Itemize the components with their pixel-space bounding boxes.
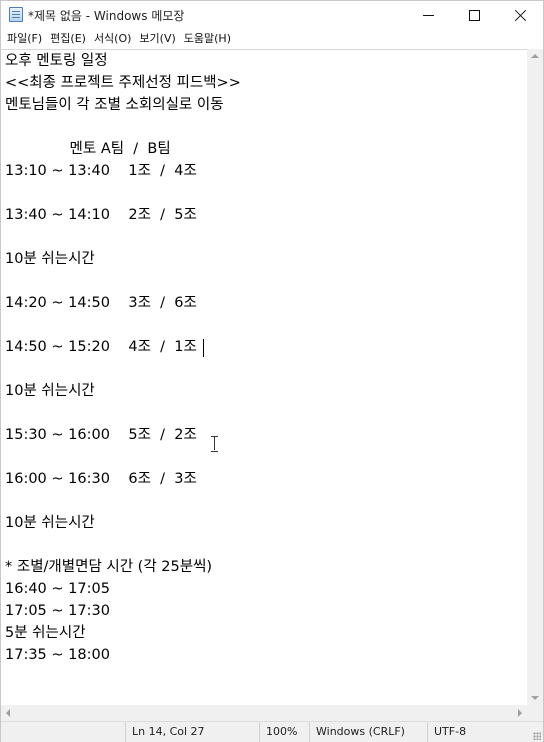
vertical-scrollbar[interactable] [527,49,543,705]
notepad-icon[interactable] [9,7,23,22]
text-line[interactable]: 17:05 ~ 17:30 [5,603,110,619]
text-line[interactable]: 17:35 ~ 18:00 [5,647,110,663]
text-line[interactable]: 5분 쉬는시간 [5,625,86,641]
menu-view[interactable]: 보기(V) [139,32,176,45]
menu-edit[interactable]: 편집(E) [50,32,86,45]
close-button[interactable] [497,1,543,29]
title-bar[interactable]: *제목 없음 - Windows 메모장 [1,1,543,29]
maximize-button[interactable] [451,1,497,29]
text-line[interactable]: <<최종 프로젝트 주제선정 피드백>> [5,75,241,91]
status-encoding: UTF-8 [427,722,543,742]
text-line[interactable]: 16:40 ~ 17:05 [5,581,110,597]
text-line[interactable]: 13:40 ~ 14:10 2조 / 5조 [5,207,197,223]
text-line[interactable]: 10분 쉬는시간 [5,383,95,399]
text-line[interactable]: 10분 쉬는시간 [5,251,95,267]
text-editor[interactable]: 오후 멘토링 일정 <<최종 프로젝트 주제선정 피드백>> 멘토님들이 각 조… [1,49,527,705]
status-line-ending: Windows (CRLF) [309,722,427,742]
text-line[interactable]: 10분 쉬는시간 [5,515,95,531]
text-line[interactable]: 14:50 ~ 15:20 4조 / 1조 [5,339,197,355]
horizontal-scrollbar[interactable] [1,705,527,721]
text-caret [203,339,204,357]
text-line[interactable]: 멘토님들이 각 조별 소회의실로 이동 [5,97,224,113]
resize-grip-icon[interactable] [533,732,541,740]
close-icon [514,9,527,22]
scroll-right-arrow-icon[interactable] [518,709,522,717]
menu-file[interactable]: 파일(F) [7,32,43,45]
text-line[interactable]: 오후 멘토링 일정 [5,53,108,69]
text-line[interactable]: 멘토 A팀 / B팀 [5,141,171,157]
scrollbar-corner [527,705,543,721]
menu-format[interactable]: 서식(O) [93,32,132,45]
text-line[interactable]: * 조별/개별면담 시간 (각 25분씩) [5,559,213,575]
status-bar: Ln 14, Col 27 100% Windows (CRLF) UTF-8 [1,721,543,742]
ibeam-cursor-icon [211,436,219,452]
text-line[interactable]: 16:00 ~ 16:30 6조 / 3조 [5,471,197,487]
status-zoom: 100% [259,722,309,742]
menu-bar: 파일(F) 편집(E) 서식(O) 보기(V) 도움말(H) [1,29,543,49]
window-title: *제목 없음 - Windows 메모장 [28,9,185,23]
menu-help[interactable]: 도움말(H) [183,32,231,45]
scroll-down-arrow-icon[interactable] [531,696,539,700]
text-line[interactable]: 14:20 ~ 14:50 3조 / 6조 [5,295,197,311]
minimize-button[interactable] [405,1,451,29]
scroll-left-arrow-icon[interactable] [6,709,10,717]
text-line[interactable]: 15:30 ~ 16:00 5조 / 2조 [5,427,197,443]
scroll-up-arrow-icon[interactable] [531,54,539,58]
minimize-icon [422,14,434,16]
text-line[interactable]: 13:10 ~ 13:40 1조 / 4조 [5,163,197,179]
maximize-icon [468,9,480,21]
status-cursor-position: Ln 14, Col 27 [125,722,259,742]
